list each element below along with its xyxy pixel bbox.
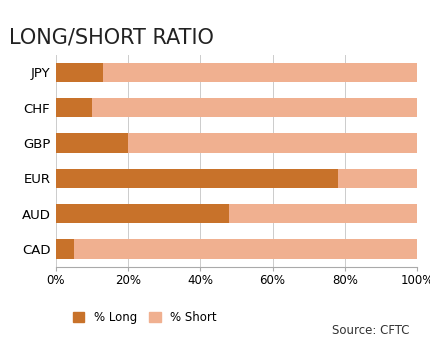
Bar: [74, 239, 417, 259]
Text: Source: CFTC: Source: CFTC: [332, 324, 410, 337]
Bar: [338, 169, 417, 188]
Legend: % Long, % Short: % Long, % Short: [73, 312, 217, 325]
Bar: [128, 133, 417, 153]
Bar: [56, 239, 74, 259]
Bar: [56, 133, 128, 153]
Bar: [92, 98, 417, 117]
Bar: [56, 169, 338, 188]
Text: LONG/SHORT RATIO: LONG/SHORT RATIO: [9, 27, 214, 47]
Bar: [229, 204, 417, 223]
Bar: [56, 98, 92, 117]
Bar: [56, 63, 103, 82]
Bar: [103, 63, 417, 82]
Bar: [56, 204, 229, 223]
